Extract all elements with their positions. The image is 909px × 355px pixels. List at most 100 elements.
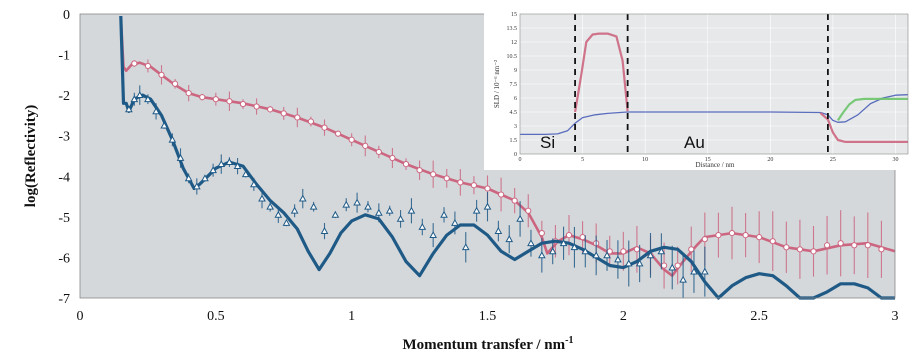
data-point bbox=[668, 263, 677, 271]
data-point bbox=[548, 247, 557, 255]
y-tick-label: -2 bbox=[58, 89, 70, 104]
data-point bbox=[374, 208, 383, 216]
inset-x-tick-label: 10 bbox=[642, 157, 648, 163]
data-point bbox=[783, 244, 790, 251]
data-point bbox=[144, 62, 152, 70]
data-point bbox=[516, 214, 524, 222]
x-tick-label: 1 bbox=[348, 309, 355, 324]
data-point bbox=[633, 246, 641, 253]
y-tick-label: -5 bbox=[58, 211, 70, 226]
data-point bbox=[646, 251, 655, 259]
data-point bbox=[321, 124, 328, 131]
data-point bbox=[470, 182, 478, 189]
data-point bbox=[559, 239, 568, 247]
data-point bbox=[375, 148, 382, 156]
data-point bbox=[443, 175, 450, 182]
y-axis-ticks: 0 -1 -2 -3 -4 -5 -6 -7 bbox=[58, 8, 70, 307]
data-point bbox=[385, 206, 394, 214]
data-point bbox=[176, 153, 185, 161]
data-point bbox=[461, 243, 470, 251]
inset-y-tick-label: 6 bbox=[514, 96, 517, 102]
data-point bbox=[239, 100, 247, 108]
data-point bbox=[233, 162, 242, 170]
inset-annotation-si: Si bbox=[540, 133, 555, 152]
pink-series-group bbox=[119, 15, 896, 289]
data-point bbox=[267, 106, 274, 113]
data-point bbox=[144, 95, 152, 103]
data-point bbox=[728, 229, 736, 237]
data-point bbox=[348, 136, 355, 143]
inset-dashed-lines bbox=[574, 14, 829, 154]
data-point bbox=[266, 202, 275, 210]
inset-series-line bbox=[574, 32, 629, 113]
data-point bbox=[282, 218, 291, 226]
data-point bbox=[440, 210, 448, 218]
data-point bbox=[614, 255, 622, 263]
data-point bbox=[418, 222, 427, 230]
inset-y-tick-label: 15 bbox=[511, 12, 517, 18]
inset-x-tick-label: 5 bbox=[581, 157, 584, 163]
data-point bbox=[280, 110, 287, 117]
data-point bbox=[679, 275, 687, 283]
inset-y-tick-label: 0 bbox=[514, 152, 517, 158]
y-tick-label: -1 bbox=[58, 49, 70, 64]
data-point bbox=[769, 238, 776, 245]
data-point bbox=[135, 91, 144, 99]
inset-x-tick-label: 25 bbox=[830, 157, 836, 163]
data-point bbox=[185, 90, 192, 97]
inset-y-ticks: 0 1.5 3 4.5 6 7.5 9 10.5 12 13.5 15 bbox=[507, 12, 518, 158]
data-point bbox=[131, 60, 138, 67]
data-point bbox=[527, 239, 535, 247]
data-point bbox=[429, 231, 438, 239]
data-point bbox=[451, 218, 459, 226]
inset-x-tick-label: 20 bbox=[767, 157, 773, 163]
data-point bbox=[253, 103, 260, 110]
data-point bbox=[538, 229, 545, 237]
data-point bbox=[226, 98, 233, 105]
data-point bbox=[810, 248, 817, 255]
data-point bbox=[217, 160, 226, 168]
y-tick-label: -7 bbox=[58, 292, 70, 307]
x-axis-label: Momentum transfer / nm-1 bbox=[403, 335, 574, 353]
data-point bbox=[362, 142, 369, 149]
data-point bbox=[796, 246, 804, 253]
inset-plot-frame bbox=[519, 13, 909, 155]
data-point bbox=[364, 202, 372, 210]
inset-y-axis-label: SLD / 10⁻⁶ nm⁻² bbox=[493, 60, 501, 108]
data-point bbox=[701, 236, 708, 243]
data-point bbox=[756, 234, 763, 241]
data-point bbox=[837, 240, 844, 247]
data-point bbox=[483, 202, 492, 210]
inset-x-axis-label: Distance / nm bbox=[696, 161, 735, 169]
data-point bbox=[864, 242, 871, 249]
data-point bbox=[320, 227, 329, 234]
data-point bbox=[457, 179, 464, 186]
data-point bbox=[125, 105, 133, 113]
data-point bbox=[505, 235, 514, 243]
data-point bbox=[171, 80, 179, 87]
data-point bbox=[389, 154, 396, 162]
inset-y-tick-label: 10.5 bbox=[507, 54, 518, 60]
data-point bbox=[472, 206, 481, 214]
data-point bbox=[660, 262, 668, 269]
inset-x-ticks: 0 5 10 15 20 25 30 bbox=[519, 157, 899, 163]
data-point bbox=[168, 135, 177, 143]
data-point bbox=[497, 191, 505, 198]
data-point bbox=[624, 259, 633, 267]
data-point bbox=[878, 246, 885, 253]
data-point bbox=[592, 251, 601, 259]
x-axis-ticks: 0 0.5 1 1.5 2 2.5 3 bbox=[77, 309, 899, 324]
inset-y-tick-label: 12 bbox=[511, 40, 517, 46]
data-point bbox=[715, 232, 722, 239]
data-point bbox=[635, 259, 644, 267]
y-tick-label: 0 bbox=[63, 8, 70, 23]
inset-x-tick-label: 15 bbox=[705, 157, 711, 163]
x-tick-label: 0.5 bbox=[207, 309, 225, 324]
data-point bbox=[396, 214, 405, 222]
data-point bbox=[620, 248, 627, 255]
data-point bbox=[525, 207, 532, 214]
data-point bbox=[307, 118, 315, 125]
data-point bbox=[250, 180, 258, 188]
data-point bbox=[199, 94, 206, 101]
